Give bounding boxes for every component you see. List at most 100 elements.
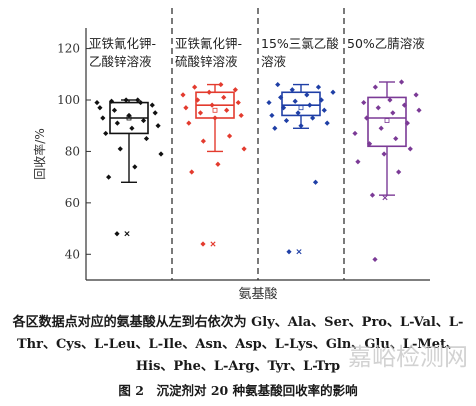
data-point <box>135 97 141 103</box>
data-point <box>238 112 244 119</box>
y-tick-label: 40 <box>65 247 80 261</box>
data-point <box>398 79 405 85</box>
group-label: 50%乙腈溶液 <box>347 36 425 51</box>
data-point <box>149 102 155 108</box>
data-point <box>390 110 396 116</box>
data-point <box>355 159 361 165</box>
iqr-box <box>367 96 407 148</box>
data-point <box>189 169 195 175</box>
data-point <box>404 120 410 126</box>
data-point <box>393 135 399 142</box>
mean-marker <box>384 118 390 123</box>
y-axis-label: 回收率/% <box>32 128 47 179</box>
data-point <box>241 146 247 152</box>
group-label: 亚铁氰化钾- <box>175 36 242 51</box>
data-point <box>318 97 324 103</box>
data-point <box>289 87 295 93</box>
data-point <box>269 112 275 119</box>
data-point <box>123 97 129 103</box>
data-point <box>372 84 378 90</box>
data-point <box>206 89 212 95</box>
data-point <box>152 110 158 116</box>
data-point <box>280 105 287 111</box>
data-point <box>200 138 206 144</box>
data-point <box>183 105 189 111</box>
data-point <box>375 105 381 111</box>
amino-acid-order-caption: 各区数据点对应的氨基酸从左到右依次为 Gly、Ala、Ser、Pro、L-Val… <box>12 315 464 374</box>
data-point <box>114 120 120 126</box>
data-point <box>275 81 281 88</box>
y-tick-label: 100 <box>57 93 80 107</box>
data-point <box>378 125 384 131</box>
outlier-point <box>200 241 206 247</box>
outlier-point <box>114 231 120 237</box>
data-point <box>321 107 327 113</box>
data-point <box>387 97 393 103</box>
data-point <box>361 99 367 106</box>
data-point <box>292 98 298 104</box>
data-point <box>324 120 330 126</box>
data-point <box>194 97 201 103</box>
watermark-text: 嘉峪检测网 <box>348 343 468 371</box>
data-point <box>106 174 112 180</box>
data-point <box>209 102 215 108</box>
y-tick-label: 80 <box>65 144 80 158</box>
x-axis-label: 氨基酸 <box>238 287 277 300</box>
data-point <box>111 107 118 113</box>
data-point <box>283 117 290 124</box>
data-point <box>312 179 319 185</box>
data-point <box>138 99 144 106</box>
data-point <box>364 115 370 121</box>
data-point <box>315 84 322 90</box>
data-point <box>298 123 304 129</box>
group-label: 15%三氯乙酸 <box>261 36 339 51</box>
data-point <box>158 151 164 157</box>
mean-marker <box>212 107 218 113</box>
data-point <box>100 115 106 121</box>
data-point <box>224 107 230 113</box>
data-point <box>132 164 138 170</box>
data-point <box>215 161 221 167</box>
data-point <box>117 146 123 152</box>
data-point <box>307 102 313 108</box>
data-point <box>108 98 115 104</box>
data-point <box>226 133 233 139</box>
data-point <box>396 169 402 175</box>
data-point <box>304 92 310 98</box>
data-point <box>140 117 147 124</box>
data-point <box>155 123 161 129</box>
y-tick-label: 120 <box>57 42 80 56</box>
data-point <box>221 94 227 101</box>
data-point <box>330 89 336 95</box>
group-label: 亚铁氰化钾- <box>89 36 156 51</box>
outlier-point <box>372 256 378 263</box>
recovery-box-chart: 40 60 80 100 120 回收率/% 氨基酸 亚铁氰化钾- 乙酸锌溶液 亚铁氰化钾- 硫酸锌… <box>32 8 430 300</box>
group-label: 乙酸锌溶液 <box>89 54 152 69</box>
data-point <box>218 81 224 88</box>
data-point <box>94 99 100 106</box>
data-point <box>278 94 284 101</box>
data-point <box>366 141 373 147</box>
extreme-marker <box>382 195 388 201</box>
extreme-marker <box>210 241 216 247</box>
group-label: 溶液 <box>261 54 287 69</box>
data-point <box>129 125 135 131</box>
data-point <box>212 115 218 121</box>
data-point <box>235 99 241 106</box>
data-point <box>103 130 109 137</box>
mean-marker <box>298 105 304 111</box>
data-point <box>413 92 419 98</box>
data-point <box>186 120 192 126</box>
iqr-box <box>281 91 321 117</box>
data-point <box>401 102 408 108</box>
extreme-marker <box>124 231 130 237</box>
data-point <box>97 105 103 111</box>
data-point <box>381 151 387 157</box>
data-point <box>272 125 278 131</box>
data-point <box>407 146 413 152</box>
data-point <box>369 192 376 198</box>
data-point <box>143 135 150 142</box>
extreme-marker <box>296 249 302 255</box>
group-label: 硫酸锌溶液 <box>175 54 238 69</box>
data-point <box>310 115 316 121</box>
